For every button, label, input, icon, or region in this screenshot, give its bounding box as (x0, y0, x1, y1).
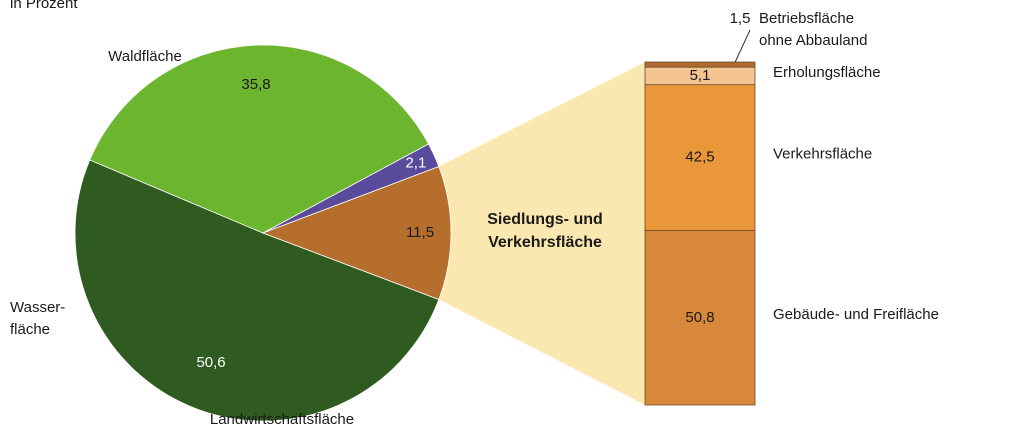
bar-segment (644, 230, 756, 406)
value-label: 35,8 (241, 76, 270, 93)
pie-slice (74, 159, 440, 422)
bar-segment (644, 61, 756, 68)
category-label: Verkehrsfläche (773, 146, 872, 163)
value-label: 50,6 (196, 354, 225, 371)
pie-slice (89, 44, 430, 234)
pie-slice (261, 166, 452, 300)
value-label: 11,5 (406, 224, 434, 241)
category-label: Wasser-fläche (10, 299, 65, 338)
category-label: Gebäude- und Freifläche (773, 306, 939, 323)
value-label: 50,8 (685, 309, 714, 326)
connector (438, 62, 645, 405)
value-label: 42,5 (685, 149, 714, 166)
pie (74, 44, 452, 422)
category-label: Betriebsfläche ohne Abbauland (759, 10, 867, 49)
bar-segment (644, 84, 756, 231)
value-label: 2,1 (405, 154, 426, 171)
leader-line (734, 29, 751, 63)
subtitle: in Prozent (10, 0, 78, 12)
category-label: Erholungsfläche (773, 64, 881, 81)
category-label: Landwirtschaftsfläche (210, 411, 354, 428)
value-label: 5,1 (690, 67, 711, 84)
value-label: 1,5 (730, 10, 751, 27)
category-label: Waldfläche (108, 48, 182, 65)
category-label: Siedlungs- und Verkehrsfläche (487, 211, 603, 251)
